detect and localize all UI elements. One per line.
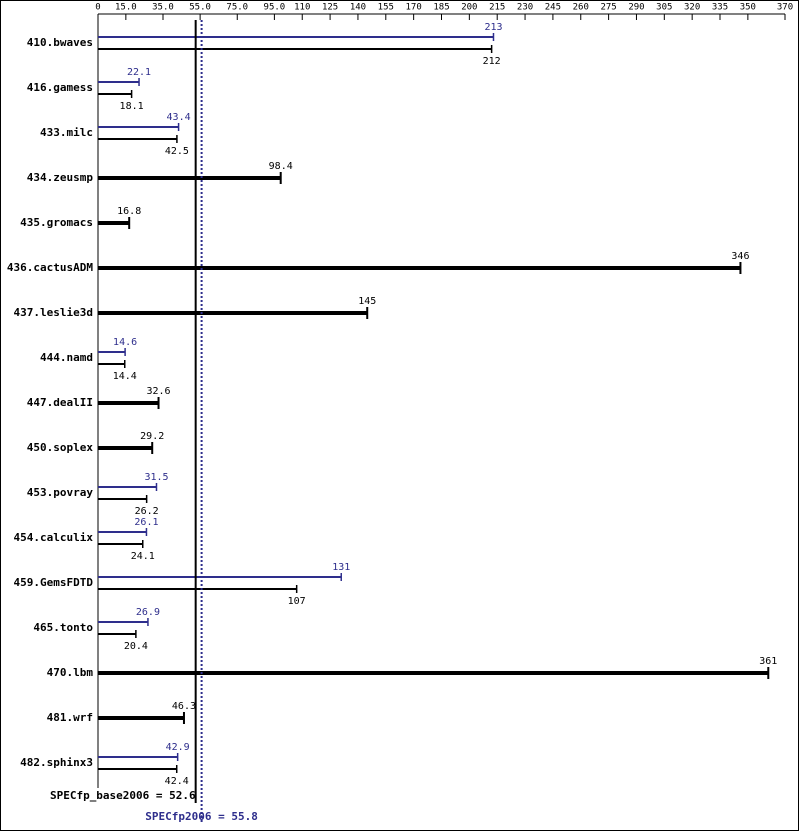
reference-label: SPECfp2006 = 55.8 <box>145 810 258 823</box>
category-label: 436.cactusADM <box>7 261 93 274</box>
bar-thick <box>98 446 153 450</box>
category-label: 434.zeusmp <box>27 171 94 184</box>
bar-thick <box>98 401 159 405</box>
category-label: 482.sphinx3 <box>20 756 93 769</box>
category-label: 459.GemsFDTD <box>14 576 94 589</box>
category-label: 447.dealII <box>27 396 93 409</box>
x-tick-label: 15.0 <box>115 3 137 13</box>
category-label: 416.gamess <box>27 81 93 94</box>
x-tick-label: 0 <box>95 3 100 13</box>
x-tick-label: 290 <box>628 3 644 13</box>
value-label: 145 <box>358 296 376 307</box>
x-tick-label: 320 <box>684 3 700 13</box>
x-tick-label: 350 <box>740 3 756 13</box>
category-label: 433.milc <box>40 126 93 139</box>
bar <box>98 81 140 83</box>
x-tick-label: 75.0 <box>226 3 248 13</box>
x-tick-label: 95.0 <box>264 3 286 13</box>
value-label: 31.5 <box>144 472 168 483</box>
bar <box>98 768 177 770</box>
category-label: 444.namd <box>40 351 93 364</box>
x-tick-label: 140 <box>350 3 366 13</box>
x-tick-label: 245 <box>545 3 561 13</box>
category-label: 454.calculix <box>14 531 94 544</box>
x-tick-label: 215 <box>489 3 505 13</box>
bar-thick <box>98 671 769 675</box>
bar <box>98 486 157 488</box>
x-tick-label: 275 <box>600 3 616 13</box>
category-label: 481.wrf <box>47 711 93 724</box>
value-label: 26.9 <box>136 607 160 618</box>
x-tick-label: 35.0 <box>152 3 174 13</box>
value-label: 131 <box>332 562 350 573</box>
value-label: 26.1 <box>134 517 158 528</box>
reference-label: SPECfp_base2006 = 52.6 <box>50 789 196 802</box>
x-tick-label: 200 <box>461 3 477 13</box>
category-label: 410.bwaves <box>27 36 93 49</box>
value-label: 14.4 <box>113 371 137 382</box>
bar <box>98 126 179 128</box>
value-label: 42.9 <box>166 742 190 753</box>
bar-thick <box>98 221 130 225</box>
x-tick-label: 55.0 <box>189 3 211 13</box>
category-label: 437.leslie3d <box>14 306 93 319</box>
bar <box>98 588 297 590</box>
value-label: 361 <box>759 656 777 667</box>
x-tick-label: 335 <box>712 3 728 13</box>
bar <box>98 363 125 365</box>
x-tick-label: 110 <box>294 3 310 13</box>
value-label: 107 <box>288 596 306 607</box>
x-tick-label: 305 <box>656 3 672 13</box>
value-label: 43.4 <box>167 112 191 123</box>
bar <box>98 531 147 533</box>
bar <box>98 351 126 353</box>
bar <box>98 621 148 623</box>
value-label: 213 <box>484 22 502 33</box>
x-tick-label: 155 <box>378 3 394 13</box>
category-label: 465.tonto <box>33 621 93 634</box>
value-label: 32.6 <box>146 386 170 397</box>
bar <box>98 498 147 500</box>
bar-thick <box>98 716 184 720</box>
value-label: 26.2 <box>135 506 159 517</box>
value-label: 24.1 <box>131 551 155 562</box>
bar <box>98 93 132 95</box>
value-label: 14.6 <box>113 337 137 348</box>
value-label: 46.3 <box>172 701 196 712</box>
category-label: 450.soplex <box>27 441 94 454</box>
bar-thick <box>98 176 281 180</box>
value-label: 212 <box>483 56 501 67</box>
bar <box>98 756 178 758</box>
x-tick-label: 370 <box>777 3 793 13</box>
bar <box>98 138 177 140</box>
value-label: 16.8 <box>117 206 141 217</box>
value-label: 22.1 <box>127 67 151 78</box>
x-tick-label: 170 <box>406 3 422 13</box>
x-tick-label: 260 <box>573 3 589 13</box>
x-tick-label: 230 <box>517 3 533 13</box>
bar-thick <box>98 311 368 315</box>
x-tick-label: 185 <box>433 3 449 13</box>
value-label: 98.4 <box>269 161 293 172</box>
value-label: 42.5 <box>165 146 189 157</box>
category-label: 470.lbm <box>47 666 94 679</box>
bar <box>98 36 494 38</box>
value-label: 42.4 <box>165 776 189 787</box>
x-tick-label: 125 <box>322 3 338 13</box>
bar <box>98 543 143 545</box>
value-label: 29.2 <box>140 431 164 442</box>
category-label: 453.povray <box>27 486 94 499</box>
bar <box>98 48 492 50</box>
value-label: 346 <box>731 251 749 262</box>
bar <box>98 576 342 578</box>
category-label: 435.gromacs <box>20 216 93 229</box>
value-label: 18.1 <box>120 101 144 112</box>
bar <box>98 633 136 635</box>
value-label: 20.4 <box>124 641 148 652</box>
bar-thick <box>98 266 741 270</box>
